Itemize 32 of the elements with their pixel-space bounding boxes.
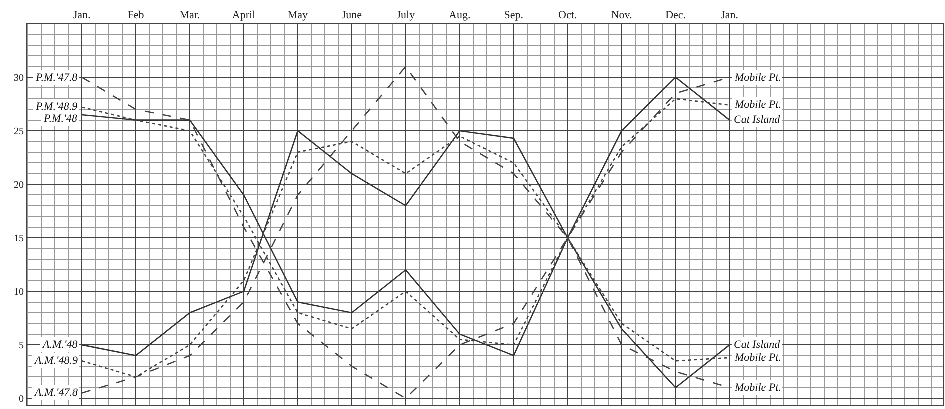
x-tick-label: Aug. [449,10,471,22]
series-label: A.M.'48.9 [34,355,78,367]
annotation: Mobile Pt. [734,382,782,394]
x-tick-label: Sep. [504,10,524,22]
annotation: Mobile Pt. [734,352,782,364]
y-tick-label: 20 [14,180,24,192]
x-tick-label: Oct. [558,10,578,22]
y-tick-label: 25 [14,126,24,138]
y-tick-label: 10 [14,287,24,298]
y-tick-label: 15 [14,234,24,245]
series-label: A.M.'48 [42,339,78,351]
x-tick-label: Jan. [73,10,92,22]
x-tick-label: July [396,10,416,22]
x-tick-label: May [288,10,309,22]
series-label: A.M.'47.8 [34,387,78,399]
x-tick-label: Mar. [180,10,200,22]
annotation: Mobile Pt. [734,72,782,84]
annotation: Cat Island [734,339,781,351]
y-tick-label: 5 [19,340,24,352]
y-tick-label: 0 [19,394,24,406]
x-tick-label: Feb [128,10,145,22]
y-tick-label: 30 [14,73,24,84]
x-tick-label: April [232,10,256,22]
annotation: Cat Island [734,114,781,126]
x-tick-label: Jan. [721,10,739,22]
series-label: P.M.'47.8 [35,72,78,84]
x-tick-label: Nov. [611,10,633,22]
series-label: P.M.'48.9 [35,101,78,113]
series-label: P.M.'48 [43,113,78,125]
x-tick-label: June [342,10,362,22]
x-tick-label: Dec. [666,10,686,22]
annotation: Mobile Pt. [734,99,782,111]
